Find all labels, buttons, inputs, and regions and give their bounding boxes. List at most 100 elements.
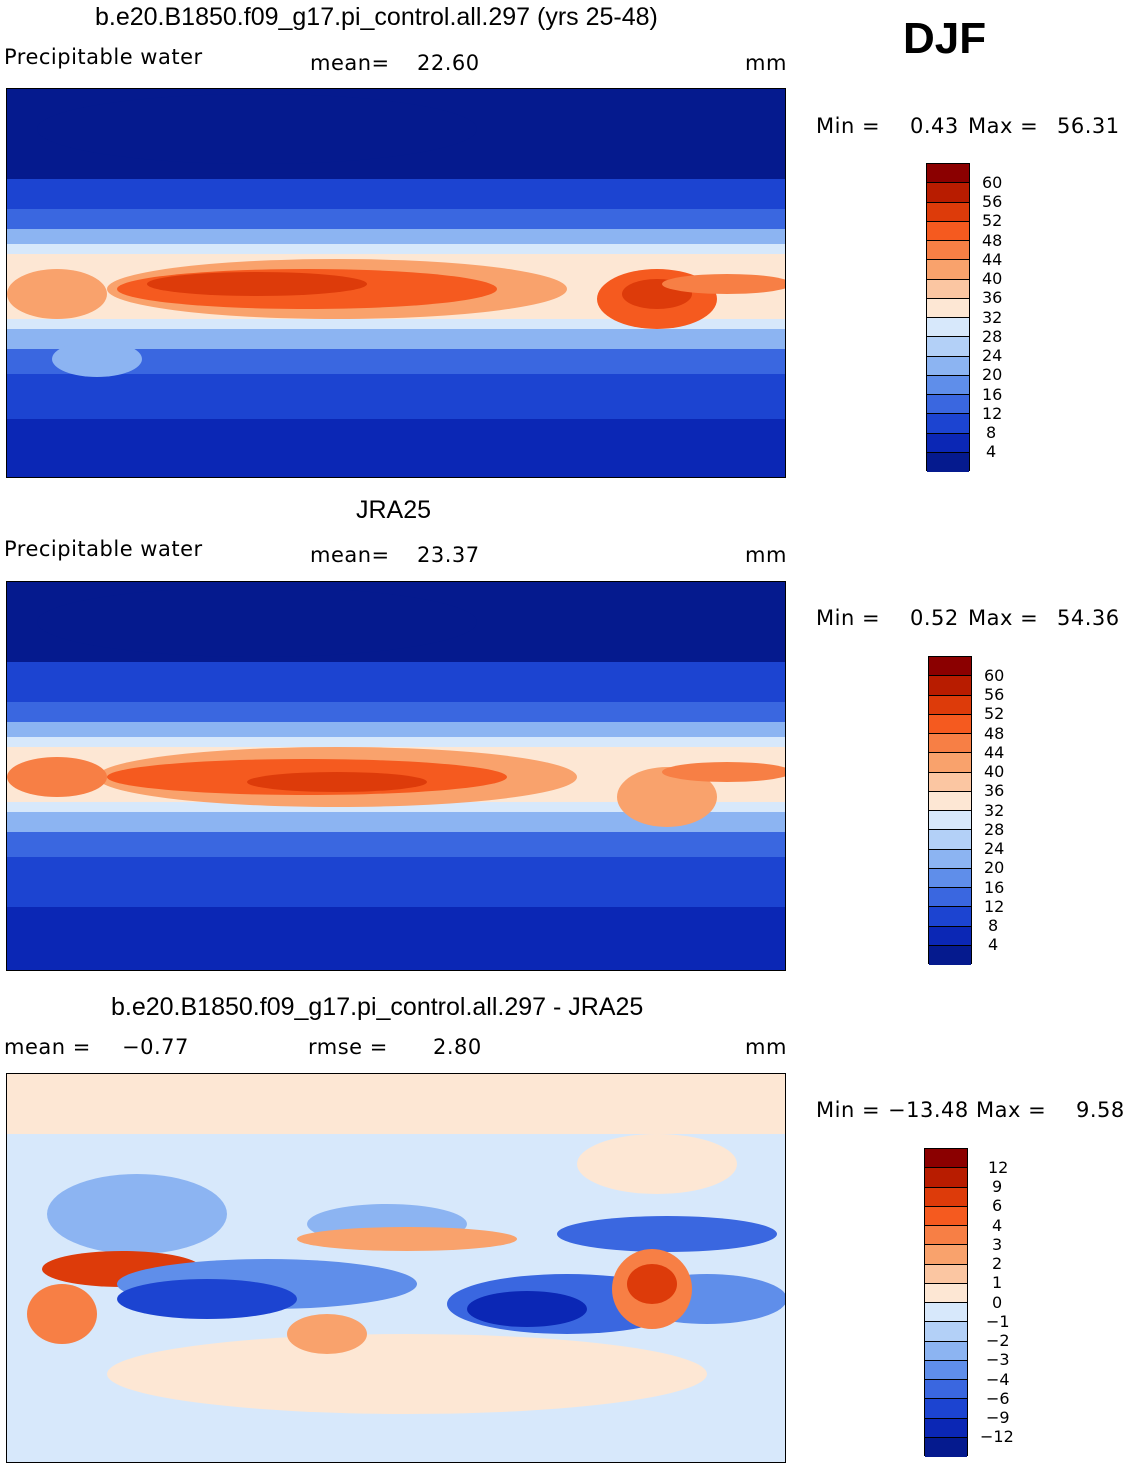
panel-1-min-value: 0.43 [910, 114, 959, 138]
colorbar-1-tick: 48 [982, 231, 1003, 250]
panel-3-field [7, 1074, 785, 1462]
colorbar-2-tick: 24 [984, 839, 1005, 858]
colorbar-3-tick: 6 [992, 1196, 1003, 1215]
colorbar-2-swatch [929, 849, 971, 869]
colorbar-3-tick: 12 [988, 1158, 1009, 1177]
colorbar-2-tick: 4 [988, 935, 999, 954]
colorbar-2-tick: 16 [984, 878, 1005, 897]
colorbar-2-swatch [929, 772, 971, 792]
colorbar-2-tick: 28 [984, 820, 1005, 839]
panel-3-mean-label: mean = [4, 1035, 91, 1059]
colorbar-3-swatch [925, 1303, 967, 1323]
panel-3-max-label: Max = [976, 1098, 1047, 1122]
colorbar-1-swatch [927, 202, 969, 222]
colorbar-2-swatch [929, 695, 971, 715]
colorbar-3-swatch [925, 1399, 967, 1419]
colorbar-3-swatch [925, 1380, 967, 1400]
colorbar-2-swatch [929, 657, 971, 677]
colorbar-2-swatch [929, 926, 971, 946]
panel-1-max-label: Max = [968, 114, 1039, 138]
colorbar-2-tick: 52 [984, 704, 1005, 723]
colorbar-1-tick: 12 [982, 404, 1003, 423]
panel-3-units: mm [745, 1035, 787, 1059]
panel-1-mean-label: mean= [310, 51, 390, 75]
panel-1-max-value: 56.31 [1057, 114, 1120, 138]
colorbar-1-tick: 60 [982, 173, 1003, 192]
colorbar-3-swatch [925, 1168, 967, 1188]
colorbar-2-swatch [929, 907, 971, 927]
colorbar-1-tick: 32 [982, 308, 1003, 327]
colorbar-1-tick: 24 [982, 346, 1003, 365]
panel-2-max-value: 54.36 [1057, 606, 1120, 630]
colorbar-3-swatch [925, 1360, 967, 1380]
colorbar-1-tick: 36 [982, 288, 1003, 307]
panel-3-map [6, 1073, 786, 1463]
panel-2-field [7, 582, 785, 970]
colorbar-2-tick: 32 [984, 801, 1005, 820]
colorbar-2-tick: 56 [984, 685, 1005, 704]
colorbar-3-tick: −6 [986, 1389, 1010, 1408]
colorbar-3-swatch [925, 1418, 967, 1438]
colorbar-1-swatch [927, 318, 969, 338]
colorbar-1-swatch [927, 414, 969, 434]
colorbar-1-swatch [927, 164, 969, 184]
colorbar-1-swatch [927, 298, 969, 318]
panel-1-min-label: Min = [816, 114, 881, 138]
colorbar-2-swatch [929, 791, 971, 811]
colorbar-1-swatch [927, 356, 969, 376]
colorbar-2-tick: 36 [984, 781, 1005, 800]
colorbar-3-tick: −2 [986, 1331, 1010, 1350]
colorbar-2-swatch [929, 830, 971, 850]
colorbar-1-swatch [927, 433, 969, 453]
colorbar-2-swatch [929, 868, 971, 888]
colorbar-1-swatch [927, 337, 969, 357]
colorbar-2-tick: 8 [988, 916, 999, 935]
colorbar-3-tick: 0 [992, 1293, 1003, 1312]
panel-3-title: b.e20.B1850.f09_g17.pi_control.all.297 -… [111, 993, 644, 1021]
colorbar-2-tick: 12 [984, 897, 1005, 916]
colorbar-2-tick: 20 [984, 858, 1005, 877]
colorbar-3-tick: 4 [992, 1216, 1003, 1235]
panel-1-field [7, 89, 785, 477]
panel-3-colorbar [924, 1148, 968, 1457]
panel-1-mean-value: 22.60 [417, 51, 480, 75]
panel-2-title: JRA25 [356, 496, 432, 524]
colorbar-2-swatch [929, 945, 971, 965]
panel-3-mean-value: −0.77 [122, 1035, 189, 1059]
colorbar-1-tick: 28 [982, 327, 1003, 346]
colorbar-2-tick: 44 [984, 743, 1005, 762]
season-label: DJF [903, 14, 987, 63]
colorbar-1-swatch [927, 395, 969, 415]
colorbar-3-swatch [925, 1264, 967, 1284]
panel-2-min-value: 0.52 [910, 606, 959, 630]
colorbar-3-swatch [925, 1341, 967, 1361]
colorbar-2-swatch [929, 811, 971, 831]
panel-1-units: mm [745, 51, 787, 75]
panel-1-map [6, 88, 786, 478]
colorbar-3-swatch [925, 1187, 967, 1207]
colorbar-2-tick: 60 [984, 666, 1005, 685]
colorbar-3-swatch [925, 1226, 967, 1246]
panel-1-variable-label: Precipitable water [4, 45, 203, 69]
colorbar-3-tick: 9 [992, 1177, 1003, 1196]
panel-1-title: b.e20.B1850.f09_g17.pi_control.all.297 (… [95, 3, 658, 31]
panel-3-rmse-value: 2.80 [433, 1035, 482, 1059]
colorbar-2-tick: 48 [984, 724, 1005, 743]
colorbar-1-swatch [927, 279, 969, 299]
panel-3-min-label: Min = [816, 1098, 881, 1122]
panel-2-min-label: Min = [816, 606, 881, 630]
colorbar-2-swatch [929, 714, 971, 734]
colorbar-1-tick: 44 [982, 250, 1003, 269]
panel-2-max-label: Max = [968, 606, 1039, 630]
colorbar-2-swatch [929, 734, 971, 754]
colorbar-3-swatch [925, 1206, 967, 1226]
colorbar-2-swatch [929, 888, 971, 908]
colorbar-3-swatch [925, 1245, 967, 1265]
colorbar-1-tick: 40 [982, 269, 1003, 288]
panel-2-variable-label: Precipitable water [4, 537, 203, 561]
panel-2-map [6, 581, 786, 971]
colorbar-2-swatch [929, 676, 971, 696]
panel-2-mean-value: 23.37 [417, 543, 480, 567]
colorbar-1-tick: 8 [986, 423, 997, 442]
colorbar-1-tick: 52 [982, 211, 1003, 230]
